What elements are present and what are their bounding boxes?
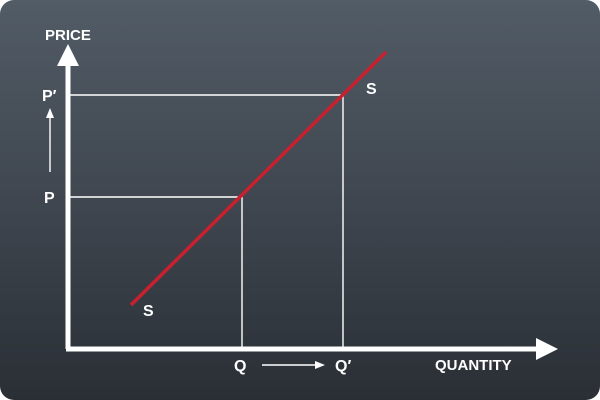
x-axis-label: QUANTITY: [435, 357, 512, 374]
supply-curve-label-lower: S: [143, 303, 154, 320]
x-axis-arrowhead-icon: [536, 338, 558, 360]
y-axis-arrowhead-icon: [57, 44, 79, 66]
up-arrow-icon: [46, 108, 54, 172]
y-axis-label: PRICE: [45, 27, 91, 44]
supply-curve-label-upper: S: [366, 81, 377, 98]
price-label-new: P′: [42, 88, 57, 105]
right-arrow-icon: [262, 361, 325, 369]
supply-curve: [129, 50, 388, 307]
quantity-label-new: Q′: [335, 358, 351, 375]
price-label-initial: P: [44, 190, 55, 207]
quantity-label-initial: Q: [234, 358, 246, 375]
